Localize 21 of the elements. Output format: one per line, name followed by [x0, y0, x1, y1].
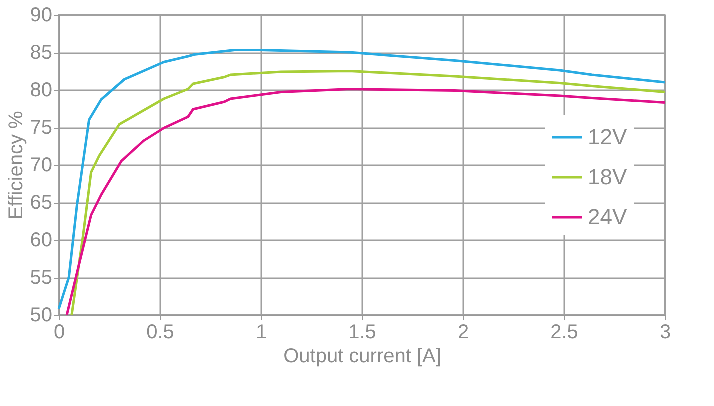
y-tick-label: 60 [30, 230, 52, 252]
x-axis-title: Output current [A] [284, 346, 442, 368]
x-tick-label: 3 [660, 322, 672, 344]
y-axis-title: Efficiency % [5, 111, 28, 220]
x-tick-label: 1.5 [348, 322, 376, 344]
x-tick-label: 0.5 [146, 322, 174, 344]
legend-label: 18V [588, 164, 628, 190]
legend-label: 24V [588, 204, 628, 230]
x-tick-label: 2 [458, 322, 470, 344]
y-tick-label: 85 [30, 42, 52, 64]
y-tick-label: 75 [30, 117, 52, 139]
y-tick-label: 50 [30, 304, 52, 326]
y-tick-label: 65 [30, 192, 52, 214]
y-tick-label: 55 [30, 267, 52, 289]
x-tick-label: 0 [54, 322, 66, 344]
x-tick-label: 2.5 [550, 322, 578, 344]
y-tick-label: 70 [30, 154, 52, 176]
y-tick-label: 90 [30, 4, 52, 26]
legend-label: 12V [588, 124, 628, 150]
y-tick-label: 80 [30, 80, 52, 102]
x-tick-label: 1 [256, 322, 268, 344]
